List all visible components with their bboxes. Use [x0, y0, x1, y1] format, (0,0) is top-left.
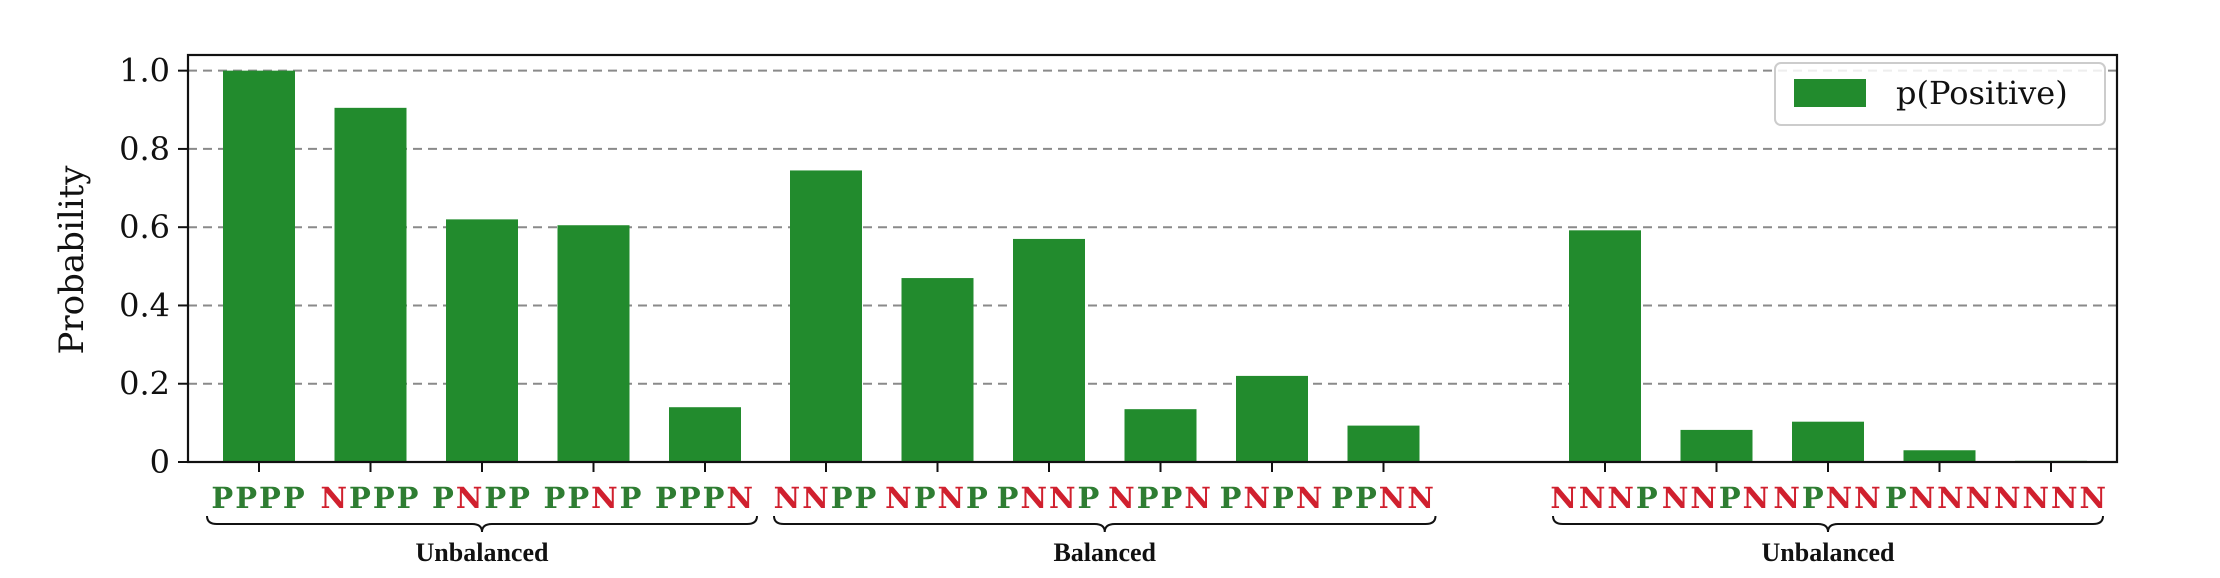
- x-tick-label: NNPP: [774, 481, 879, 515]
- y-tick-label: 0: [150, 443, 170, 481]
- x-tick-label: NNNP: [1550, 481, 1659, 515]
- x-axis: PPPP NPPP PNPP PPNP PPPN NNPP NPNP PNNP NPPN PNPN…: [211, 462, 2108, 515]
- bar: [1124, 409, 1197, 462]
- y-tick-label: 0.4: [119, 286, 170, 324]
- group-brace: [206, 515, 758, 533]
- y-tick-label: 0.8: [119, 130, 170, 168]
- x-tick-label: NNNN: [1994, 481, 2108, 515]
- y-axis: 0 0.2 0.4 0.6 0.8 1.0: [119, 52, 188, 481]
- bar: [334, 107, 407, 463]
- bar: [446, 219, 518, 462]
- x-tick-label: PNPN: [1220, 481, 1325, 515]
- group-brace: [1552, 515, 2104, 533]
- x-tick-label: PNNN: [1885, 481, 1994, 515]
- group-brace: [773, 515, 1437, 533]
- bar: [1792, 421, 1864, 462]
- x-tick-label: PPPN: [655, 481, 755, 515]
- x-tick-label: PPNN: [1331, 481, 1436, 515]
- y-tick-label: 0.2: [119, 365, 170, 403]
- bar: [1347, 425, 1420, 462]
- bars: [223, 70, 2087, 463]
- x-tick-label: PPPP: [211, 481, 306, 515]
- bar: [669, 407, 741, 462]
- legend-entry-label: p(Positive): [1896, 74, 2068, 112]
- bar: [1569, 230, 1641, 462]
- bar: [901, 278, 974, 462]
- x-tick-label: PNNP: [997, 481, 1102, 515]
- y-tick-label: 1.0: [119, 52, 170, 90]
- y-axis-label: Probability: [52, 165, 92, 355]
- legend-swatch: [1794, 79, 1866, 107]
- group-label: Unbalanced: [1762, 538, 1895, 567]
- group-label: Balanced: [1053, 538, 1156, 567]
- plot-frame: [186, 53, 2119, 464]
- group-brackets: Unbalanced Balanced Unbalanced: [206, 515, 2104, 567]
- x-tick-label: NNPN: [1662, 481, 1771, 515]
- bar: [1903, 450, 1976, 462]
- x-tick-label: NPNP: [885, 481, 990, 515]
- y-tick-label: 0.6: [119, 208, 170, 246]
- x-tick-label: NPPP: [321, 481, 421, 515]
- group-label: Unbalanced: [416, 538, 549, 567]
- bar: [223, 70, 295, 463]
- x-tick-label: PNPP: [432, 481, 532, 515]
- bar: [557, 225, 630, 462]
- bar: [1013, 238, 1085, 462]
- bar: [790, 170, 862, 462]
- legend-box: [1774, 62, 2106, 126]
- bar: [1236, 375, 1308, 462]
- legend: p(Positive): [1774, 62, 2106, 126]
- x-tick-label: NPNN: [1773, 481, 1882, 515]
- x-tick-label: PPNP: [544, 481, 644, 515]
- bar: [1680, 429, 1753, 462]
- x-tick-label: NPPN: [1108, 481, 1213, 515]
